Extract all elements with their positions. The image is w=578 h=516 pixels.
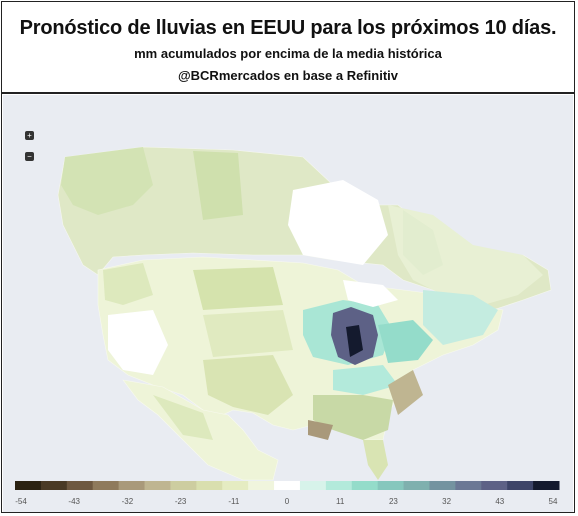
legend-tick-label: -23: [174, 497, 187, 506]
precipitation-map[interactable]: [3, 95, 573, 512]
usa-gulf-brown: [308, 420, 333, 440]
legend-tick-label: 0: [284, 497, 290, 506]
usa-northwest: [103, 263, 153, 305]
map-panel[interactable]: + − -54 -43 -32 -23 -11 0 11 23 32 43 54: [3, 95, 573, 512]
usa-northeast: [423, 290, 498, 345]
legend-swatch: [351, 481, 379, 490]
legend-swatch: [455, 481, 482, 490]
legend-tick-label: -11: [228, 497, 240, 506]
usa-plains-central: [203, 310, 293, 357]
legend-swatch: [274, 481, 301, 490]
map-credit: @BCRmercados en base a Refinitiv: [177, 68, 399, 83]
header: Pronóstico de lluvias en EEUU para los p…: [2, 2, 574, 94]
legend-swatch: [429, 481, 456, 490]
legend-tick-label: 54: [548, 497, 558, 506]
legend-tick-label: 43: [495, 497, 505, 506]
legend-swatch: [533, 481, 560, 490]
canada-north-west: [61, 147, 153, 215]
legend-swatch: [118, 481, 146, 490]
legend-swatch: [66, 481, 94, 490]
legend-swatch: [299, 481, 327, 490]
legend-swatch: [248, 481, 275, 490]
usa-corn-belt-darkest: [346, 325, 363, 357]
legend-tick-label: 32: [442, 497, 452, 506]
map-title: Pronóstico de lluvias en EEUU para los p…: [19, 17, 557, 39]
usa-texas: [203, 355, 293, 415]
legend-swatch: [170, 481, 197, 490]
usa-tennessee: [333, 365, 398, 395]
legend-colorbar: [15, 481, 560, 490]
hudson-bay-white: [288, 180, 388, 265]
legend-tick-label: -54: [15, 497, 27, 506]
great-lakes-white: [343, 280, 398, 307]
mexico-north: [153, 395, 213, 440]
legend-swatch: [377, 481, 405, 490]
usa-plains-north: [193, 267, 283, 310]
usa-west-white: [108, 310, 168, 375]
legend-swatch: [196, 481, 223, 490]
legend-swatch: [403, 481, 430, 490]
legend-swatch: [222, 481, 249, 490]
zoom-out-button[interactable]: −: [25, 152, 34, 161]
legend-tick-label: -32: [121, 497, 134, 506]
usa-ohio-valley: [378, 320, 433, 363]
legend-swatch: [92, 481, 120, 490]
legend-swatch: [481, 481, 508, 490]
legend-tick-label: 23: [388, 497, 398, 506]
usa-carolinas: [388, 370, 423, 415]
legend-tick-label: 11: [336, 497, 345, 506]
usa-southeast: [313, 395, 393, 440]
usa-florida: [363, 440, 388, 480]
canada-north-central: [193, 151, 243, 220]
legend-swatch: [40, 481, 68, 490]
legend-swatch: [325, 481, 353, 490]
quebec-north: [403, 210, 443, 275]
legend-swatch: [15, 481, 42, 490]
legend-swatch: [144, 481, 171, 490]
legend-tick-label: -43: [68, 497, 80, 506]
legend-swatch: [507, 481, 534, 490]
map-subtitle: mm acumulados por encima de la media his…: [134, 46, 442, 61]
zoom-in-button[interactable]: +: [25, 131, 34, 140]
